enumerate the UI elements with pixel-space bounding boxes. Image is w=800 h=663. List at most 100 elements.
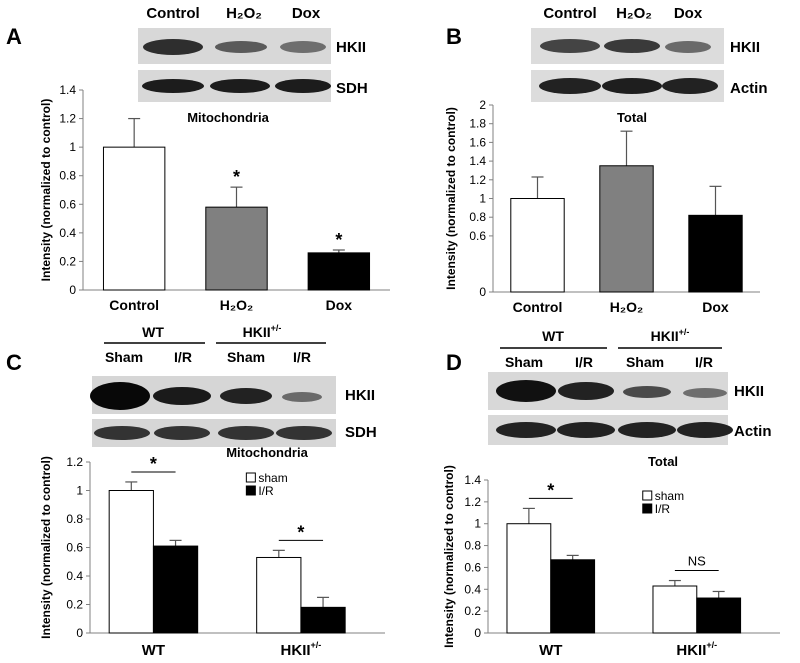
significance-marker: * bbox=[335, 230, 342, 250]
legend-swatch bbox=[245, 485, 256, 496]
y-tick-label: 1.4 bbox=[469, 154, 486, 168]
x-tick-label: HKII+/- bbox=[281, 640, 322, 659]
y-tick-label: 1.2 bbox=[59, 112, 76, 126]
y-tick-label: 0.6 bbox=[469, 229, 486, 243]
bar bbox=[550, 559, 596, 634]
bar bbox=[152, 545, 199, 634]
western-blot-hkii bbox=[488, 372, 728, 410]
blot-band-label: Actin bbox=[734, 423, 772, 440]
western-blot-actin bbox=[531, 70, 724, 102]
legend-label: sham bbox=[655, 489, 684, 503]
chart-a: 0 0.2 0.4 0.6 0.8 1 1.2 1.4 Mitochondria Intensit… bbox=[39, 83, 390, 313]
genotype-label: HKII+/- bbox=[651, 327, 690, 344]
x-tick-label: Dox bbox=[702, 299, 729, 315]
y-tick-label: 0.4 bbox=[464, 582, 481, 596]
y-tick-label: 0.8 bbox=[469, 210, 486, 224]
y-tick-label: 0.8 bbox=[66, 512, 83, 526]
panel-d: D WT HKII+/- Sham I/R Sham I/R HKII Acti… bbox=[446, 327, 772, 445]
bar bbox=[599, 165, 654, 293]
genotype-label: HKII+/- bbox=[243, 323, 282, 340]
y-tick-label: 1.2 bbox=[469, 173, 486, 187]
chart-title: Mitochondria bbox=[187, 110, 269, 125]
lane-label: Sham bbox=[227, 349, 265, 365]
legend-label: sham bbox=[258, 471, 287, 485]
y-tick-label: 1.8 bbox=[469, 117, 486, 131]
y-tick-label: 0.6 bbox=[59, 197, 76, 211]
y-tick-label: 1.4 bbox=[59, 83, 76, 97]
lane-label: Sham bbox=[105, 349, 143, 365]
blot-column-label: Dox bbox=[674, 5, 703, 22]
bar bbox=[102, 146, 166, 291]
western-blot-hkii bbox=[138, 28, 331, 64]
genotype-label: WT bbox=[542, 328, 564, 344]
lane-label: I/R bbox=[695, 354, 713, 370]
bar bbox=[300, 606, 346, 634]
y-tick-label: 0.8 bbox=[59, 169, 76, 183]
y-tick-label: 0.8 bbox=[464, 539, 481, 553]
y-axis-label: Intensity (normalized to control) bbox=[39, 99, 53, 282]
blot-column-label: Control bbox=[543, 5, 596, 22]
bar bbox=[205, 206, 268, 291]
bar bbox=[652, 585, 698, 634]
chart-title: Total bbox=[648, 454, 678, 469]
y-tick-label: 1.2 bbox=[464, 495, 481, 509]
x-tick-label: Dox bbox=[326, 297, 353, 313]
y-tick-label: 0.6 bbox=[66, 541, 83, 555]
western-blot-actin bbox=[488, 415, 733, 445]
y-tick-label: 0.2 bbox=[66, 598, 83, 612]
lane-label: Sham bbox=[505, 354, 543, 370]
x-tick-label: Control bbox=[513, 299, 563, 315]
panel-letter-d: D bbox=[446, 350, 462, 375]
x-tick-label: HKII+/- bbox=[676, 640, 717, 659]
significance-marker: * bbox=[233, 167, 240, 187]
panel-letter-a: A bbox=[6, 24, 22, 49]
panel-letter-b: B bbox=[446, 24, 462, 49]
y-tick-label: 1.6 bbox=[469, 135, 486, 149]
blot-column-label: H₂O₂ bbox=[226, 5, 262, 22]
bar bbox=[108, 490, 154, 634]
x-tick-label: H₂O₂ bbox=[610, 299, 643, 315]
y-tick-label: 0 bbox=[69, 283, 76, 297]
blot-band-label: HKII bbox=[734, 383, 764, 400]
y-tick-label: 0.6 bbox=[464, 560, 481, 574]
blot-column-label: Control bbox=[146, 5, 199, 22]
chart-title: Total bbox=[617, 110, 647, 125]
blot-band-label: SDH bbox=[336, 80, 368, 97]
western-blot-sdh bbox=[92, 419, 336, 447]
y-tick-label: 1 bbox=[474, 517, 481, 531]
y-tick-label: 0.4 bbox=[59, 226, 76, 240]
y-tick-label: 0.2 bbox=[464, 604, 481, 618]
blot-column-label: H₂O₂ bbox=[616, 5, 652, 22]
y-tick-label: 0 bbox=[474, 626, 481, 640]
chart-c: 0 0.2 0.4 0.6 0.8 1 1.2 Mitochondria Intensity (… bbox=[39, 445, 385, 659]
y-tick-label: 0 bbox=[479, 285, 486, 299]
bar bbox=[307, 252, 371, 291]
lane-label: I/R bbox=[174, 349, 192, 365]
blot-band-label: SDH bbox=[345, 424, 377, 441]
blot-column-label: Dox bbox=[292, 5, 321, 22]
bar bbox=[696, 597, 742, 634]
panel-c: C WT HKII+/- Sham I/R Sham I/R HKII SDH bbox=[6, 323, 377, 447]
x-tick-label: H₂O₂ bbox=[220, 297, 253, 313]
legend-swatch bbox=[245, 472, 256, 483]
bar bbox=[688, 214, 743, 293]
lane-label: I/R bbox=[293, 349, 311, 365]
lane-label: I/R bbox=[575, 354, 593, 370]
y-axis-label: Intensity (normalized to control) bbox=[444, 107, 458, 290]
western-blot-hkii bbox=[90, 376, 336, 414]
legend-label: I/R bbox=[258, 484, 274, 498]
y-axis-label: Intensity (normalized to control) bbox=[442, 465, 456, 648]
chart-d: 0 0.2 0.4 0.6 0.8 1 1.2 1.4 Total Intensity (norm… bbox=[442, 454, 780, 659]
blot-band-label: HKII bbox=[336, 39, 366, 56]
blot-band-label: HKII bbox=[345, 387, 375, 404]
x-tick-label: WT bbox=[539, 642, 562, 659]
significance-marker: * bbox=[547, 480, 554, 500]
significance-marker: * bbox=[150, 454, 157, 474]
bar bbox=[506, 523, 552, 634]
y-tick-label: 2 bbox=[479, 98, 486, 112]
panel-b: B Control H₂O₂ Dox HKII Actin bbox=[446, 5, 768, 102]
y-axis-label: Intensity (normalized to control) bbox=[39, 456, 53, 639]
legend-swatch bbox=[642, 490, 653, 501]
significance-marker: NS bbox=[688, 554, 706, 569]
